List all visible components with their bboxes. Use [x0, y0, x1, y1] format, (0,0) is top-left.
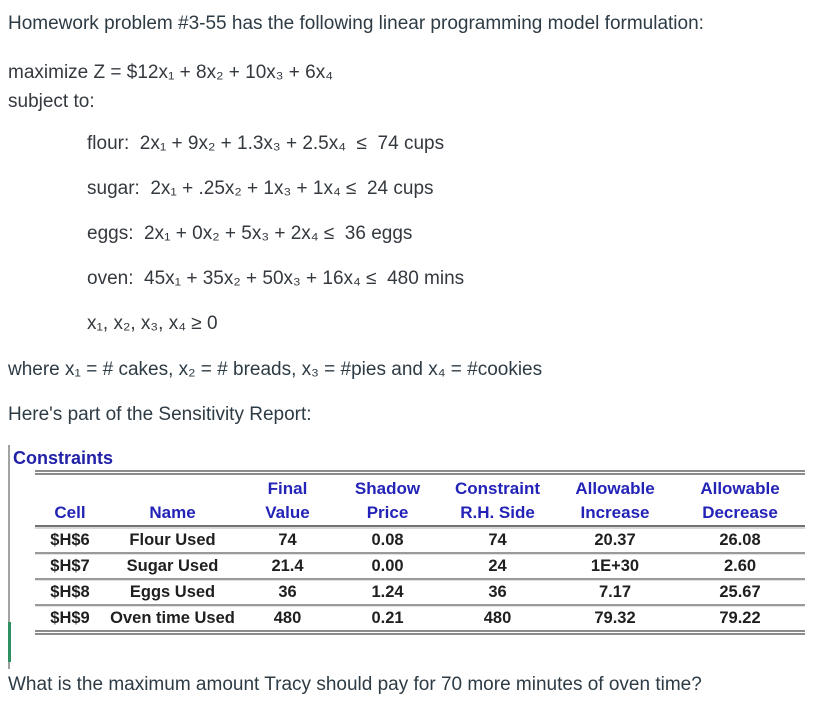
header-cell-allowable-increase: Allowable Increase	[575, 479, 655, 522]
sensitivity-table: Cell Name Final Value Shadow Price Const…	[35, 470, 805, 635]
cell-shadow-price: 1.24	[371, 583, 404, 601]
variable-definitions: where x₁ = # cakes, x₂ = # breads, x₃ = …	[8, 359, 543, 380]
cell-name: Oven time Used	[110, 609, 235, 627]
cell-allowable-decrease: 25.67	[719, 583, 761, 601]
cell-allowable-decrease: 26.08	[719, 531, 761, 549]
header-cell-allowable-decrease: Allowable Decrease	[700, 479, 780, 522]
constraint-line-eggs: eggs: 2x₁ + 0x₂ + 5x₃ + 2x₄ ≤ 36 eggs	[87, 223, 413, 244]
header-cell-name: Name	[149, 503, 196, 522]
cell-name: Sugar Used	[126, 557, 219, 575]
cell-ref: $H$7	[50, 557, 90, 575]
cell-ref: $H$6	[50, 531, 90, 549]
table-header-row: Cell Name Final Value Shadow Price Const…	[35, 477, 805, 525]
cell-rhs: 480	[483, 609, 512, 627]
subject-to-label: subject to:	[8, 91, 95, 112]
cell-shadow-price: 0.00	[371, 557, 404, 575]
cell-allowable-increase: 20.37	[594, 531, 636, 549]
row-separator	[35, 604, 805, 606]
cell-final-value: 480	[273, 609, 302, 627]
table-top-border	[35, 470, 805, 475]
header-bottom-rule	[35, 525, 805, 527]
row-separator	[35, 552, 805, 554]
question-text: What is the maximum amount Tracy should …	[8, 674, 702, 695]
cell-allowable-decrease: 79.22	[719, 609, 761, 627]
header-cell-shadow-price: Shadow Price	[354, 479, 421, 522]
cell-rhs: 36	[488, 583, 507, 601]
report-intro: Here's part of the Sensitivity Report:	[8, 404, 312, 425]
nonnegativity-line: x₁, x₂, x₃, x₄ ≥ 0	[87, 313, 218, 334]
header-cell-rhs: Constraint R.H. Side	[455, 479, 540, 522]
cell-rhs: 24	[488, 557, 507, 575]
cell-shadow-price: 0.08	[371, 531, 404, 549]
cell-final-value: 21.4	[271, 557, 304, 575]
table-row: $H$8 Eggs Used 36 1.24 36 7.17 25.67	[35, 581, 805, 604]
cursor-mark-green	[8, 622, 11, 662]
table-bottom-border	[35, 630, 805, 635]
rule-segment-tip	[8, 662, 10, 669]
table-row: $H$7 Sugar Used 21.4 0.00 24 1E+30 2.60	[35, 555, 805, 578]
cell-shadow-price: 0.21	[371, 609, 404, 627]
constraint-line-flour: flour: 2x₁ + 9x₂ + 1.3x₃ + 2.5x₄ ≤ 74 cu…	[87, 133, 445, 154]
cell-allowable-increase: 1E+30	[590, 557, 640, 575]
cell-final-value: 36	[278, 583, 297, 601]
cell-ref: $H$8	[50, 583, 90, 601]
intro-text: Homework problem #3-55 has the following…	[8, 13, 704, 34]
table-row: $H$9 Oven time Used 480 0.21 480 79.32 7…	[35, 607, 805, 630]
objective-function: maximize Z = $12x₁ + 8x₂ + 10x₃ + 6x₄	[8, 62, 333, 83]
cell-allowable-increase: 79.32	[594, 609, 636, 627]
constraint-line-oven: oven: 45x₁ + 35x₂ + 50x₃ + 16x₄ ≤ 480 mi…	[87, 268, 465, 289]
table-row: $H$6 Flour Used 74 0.08 74 20.37 26.08	[35, 529, 805, 552]
header-cell-final-value: Final Value	[265, 479, 310, 522]
header-cell-cell: Cell	[54, 503, 86, 522]
constraint-line-sugar: sugar: 2x₁ + .25x₂ + 1x₃ + 1x₄ ≤ 24 cups	[87, 178, 434, 199]
cell-allowable-increase: 7.17	[598, 583, 632, 601]
cell-final-value: 74	[278, 531, 297, 549]
cell-allowable-decrease: 2.60	[723, 557, 757, 575]
constraints-section-label: Constraints	[13, 448, 114, 468]
cell-ref: $H$9	[50, 609, 90, 627]
cell-name: Flour Used	[129, 531, 216, 549]
cell-rhs: 74	[488, 531, 507, 549]
row-separator	[35, 578, 805, 580]
rule-segment-gray	[8, 445, 10, 622]
cell-name: Eggs Used	[129, 583, 216, 601]
